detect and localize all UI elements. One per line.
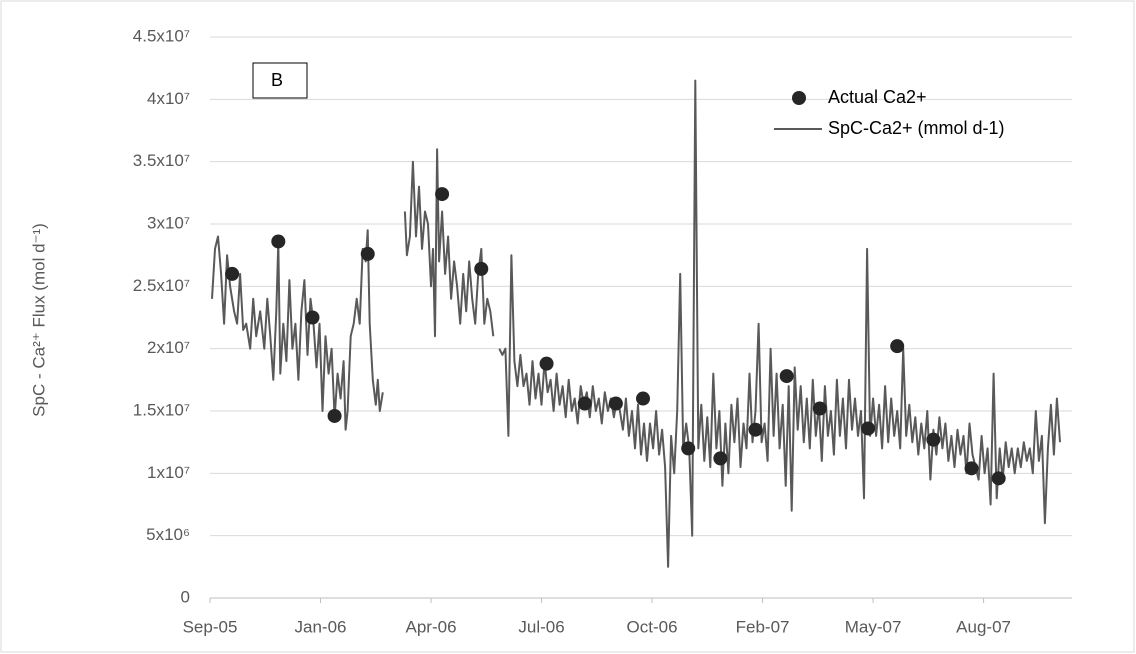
x-tick-label: Feb-07 <box>736 617 790 636</box>
data-point <box>890 339 905 354</box>
data-point <box>577 396 592 411</box>
data-point <box>991 471 1006 486</box>
x-tick-label: Sep-05 <box>183 617 238 636</box>
y-axis-title: SpC - Ca²⁺ Flux (mol d⁻¹) <box>29 223 48 417</box>
data-point <box>861 421 876 436</box>
legend-marker <box>792 91 806 105</box>
y-tick-label: 0 <box>181 587 190 606</box>
y-tick-label: 2.5x10⁷ <box>133 276 190 295</box>
y-tick-label: 5x10⁶ <box>146 525 190 544</box>
data-point <box>435 187 450 202</box>
annotation: B <box>271 70 283 90</box>
x-tick-label: Jul-06 <box>518 617 564 636</box>
x-tick-label: May-07 <box>845 617 902 636</box>
y-tick-label: 3.5x10⁷ <box>133 151 190 170</box>
x-tick-label: Oct-06 <box>627 617 678 636</box>
data-point <box>812 401 827 416</box>
data-line <box>211 79 1061 568</box>
data-point <box>779 369 794 384</box>
legend: Actual Ca2+ SpC-Ca2+ (mmol d-1) <box>774 87 1005 138</box>
x-tick-label: Aug-07 <box>956 617 1011 636</box>
data-point <box>636 391 651 406</box>
y-tick-label: 1x10⁷ <box>147 463 190 482</box>
legend-label: SpC-Ca2+ (mmol d-1) <box>828 118 1005 138</box>
annotation-box <box>252 62 308 99</box>
data-point <box>539 356 554 371</box>
data-point <box>926 432 941 447</box>
data-point <box>360 246 375 261</box>
data-point <box>608 396 623 411</box>
legend-label: Actual Ca2+ <box>828 87 927 107</box>
data-point <box>271 234 286 249</box>
grid: 0 5x10⁶ 1x10⁷ 1.5x10⁷ 2x10⁷ 2.5x10⁷ 3x10⁷ 3.5x1… <box>133 26 1072 636</box>
y-tick-label: 2x10⁷ <box>147 338 190 357</box>
data-point <box>327 408 342 423</box>
x-tick-label: Jan-06 <box>295 617 347 636</box>
y-tick-label: 4.5x10⁷ <box>133 26 190 45</box>
data-point <box>748 422 763 437</box>
y-tick-label: 3x10⁷ <box>147 213 190 232</box>
x-tick-label: Apr-06 <box>406 617 457 636</box>
data-point <box>681 441 696 456</box>
y-tick-label: 4x10⁷ <box>147 89 190 108</box>
data-point <box>964 461 979 476</box>
y-tick-label: 1.5x10⁷ <box>133 400 190 419</box>
data-point <box>713 451 728 466</box>
data-point <box>474 261 489 276</box>
plot-area <box>211 79 1061 568</box>
data-point <box>225 266 240 281</box>
data-point <box>305 310 320 325</box>
